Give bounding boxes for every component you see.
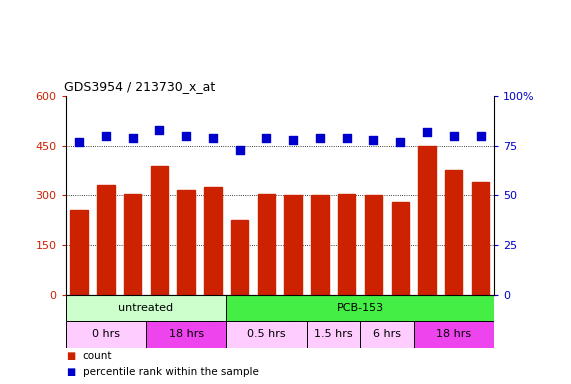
Text: 0.5 hrs: 0.5 hrs <box>247 329 286 339</box>
Text: ■: ■ <box>66 351 75 361</box>
Text: count: count <box>83 351 112 361</box>
Point <box>101 132 110 139</box>
Bar <box>419 146 436 295</box>
Point <box>288 136 297 142</box>
Bar <box>97 185 115 295</box>
Text: 18 hrs: 18 hrs <box>436 329 471 339</box>
Point <box>315 134 324 141</box>
Bar <box>307 321 360 348</box>
Text: 0 hrs: 0 hrs <box>92 329 120 339</box>
Point <box>342 134 351 141</box>
Bar <box>284 195 302 295</box>
Point <box>208 134 218 141</box>
Point <box>182 132 191 139</box>
Point <box>449 132 459 139</box>
Point <box>476 132 485 139</box>
Bar <box>445 170 463 295</box>
Bar <box>151 166 168 295</box>
Point <box>235 146 244 152</box>
Bar <box>66 295 226 321</box>
Bar <box>258 194 275 295</box>
Bar <box>70 210 88 295</box>
Text: percentile rank within the sample: percentile rank within the sample <box>83 367 259 377</box>
Point <box>74 139 83 145</box>
Text: 6 hrs: 6 hrs <box>373 329 401 339</box>
Text: 1.5 hrs: 1.5 hrs <box>314 329 353 339</box>
Text: GDS3954 / 213730_x_at: GDS3954 / 213730_x_at <box>63 80 215 93</box>
Bar <box>231 220 248 295</box>
Bar <box>124 194 141 295</box>
Bar <box>413 321 494 348</box>
Bar <box>226 295 494 321</box>
Bar <box>226 321 307 348</box>
Point <box>423 129 432 135</box>
Point <box>396 139 405 145</box>
Text: untreated: untreated <box>118 303 174 313</box>
Point <box>155 126 164 132</box>
Point <box>262 134 271 141</box>
Text: ■: ■ <box>66 367 75 377</box>
Bar <box>472 182 489 295</box>
Bar <box>66 321 146 348</box>
Bar <box>338 194 355 295</box>
Point <box>128 134 137 141</box>
Bar <box>311 195 329 295</box>
Bar <box>365 195 382 295</box>
Bar <box>146 321 226 348</box>
Text: PCB-153: PCB-153 <box>336 303 384 313</box>
Bar <box>392 202 409 295</box>
Point <box>369 136 378 142</box>
Bar <box>178 190 195 295</box>
Bar <box>360 321 413 348</box>
Text: 18 hrs: 18 hrs <box>168 329 204 339</box>
Bar <box>204 187 222 295</box>
